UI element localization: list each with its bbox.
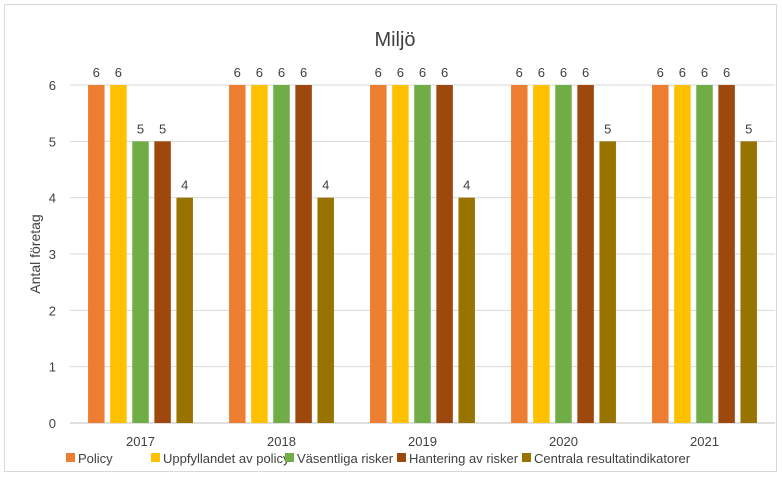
- data-label: 5: [137, 121, 144, 136]
- data-label: 6: [419, 65, 426, 80]
- data-labels: 6 65 546 6 6 646 6 6 646 6 6 656 6 6 65: [93, 65, 753, 193]
- y-tick-label: 3: [49, 247, 56, 262]
- x-axis-ticks: 2017 2018 2019 2020 2021: [126, 434, 719, 449]
- y-axis-ticks: 0 1 2 3 4 5 6: [49, 78, 56, 431]
- data-label: 6: [93, 65, 100, 80]
- bar: [436, 85, 453, 423]
- bar: [511, 85, 528, 423]
- bar: [154, 141, 171, 424]
- data-label: 6: [300, 65, 307, 80]
- bar: [88, 85, 105, 423]
- legend-label: Centrala resultatindikatorer: [534, 451, 691, 466]
- data-label: 6: [560, 65, 567, 80]
- bars: [88, 85, 757, 424]
- legend-swatch: [522, 453, 531, 462]
- legend-swatch: [285, 453, 294, 462]
- data-label: 5: [159, 121, 166, 136]
- bar: [740, 141, 757, 424]
- data-label: 6: [538, 65, 545, 80]
- data-label: 6: [234, 65, 241, 80]
- y-tick-label: 2: [49, 303, 56, 318]
- data-label: 6: [701, 65, 708, 80]
- data-label: 6: [723, 65, 730, 80]
- bar: [229, 85, 246, 423]
- data-label: 6: [679, 65, 686, 80]
- x-tick-label: 2020: [549, 434, 578, 449]
- x-tick-label: 2017: [126, 434, 155, 449]
- bar: [555, 85, 572, 423]
- y-tick-label: 5: [49, 134, 56, 149]
- data-label: 6: [278, 65, 285, 80]
- data-label: 6: [375, 65, 382, 80]
- legend-label: Väsentliga risker: [297, 451, 394, 466]
- bar: [273, 85, 290, 423]
- data-label: 6: [441, 65, 448, 80]
- data-label: 6: [256, 65, 263, 80]
- legend-label: Policy: [78, 451, 113, 466]
- x-tick-label: 2018: [267, 434, 296, 449]
- legend-swatch: [151, 453, 160, 462]
- x-tick-label: 2021: [690, 434, 719, 449]
- data-label: 6: [657, 65, 664, 80]
- bar: [392, 85, 409, 423]
- data-label: 6: [516, 65, 523, 80]
- bar: [674, 85, 691, 423]
- data-label: 4: [181, 178, 188, 193]
- data-label: 5: [604, 121, 611, 136]
- legend-label: Uppfyllandet av policy: [163, 451, 290, 466]
- bar: [718, 85, 735, 423]
- data-label: 6: [582, 65, 589, 80]
- bar: [295, 85, 312, 423]
- y-axis-title: Antal företag: [27, 214, 43, 293]
- data-label: 6: [115, 65, 122, 80]
- y-tick-label: 6: [49, 78, 56, 93]
- data-label: 5: [745, 121, 752, 136]
- bar: [251, 85, 268, 423]
- bar: [458, 197, 475, 423]
- y-tick-label: 1: [49, 360, 56, 375]
- bar: [176, 197, 193, 423]
- legend: Policy Uppfyllandet av policy Väsentliga r…: [66, 451, 691, 466]
- y-tick-label: 4: [49, 191, 56, 206]
- chart-title: Miljö: [374, 29, 415, 51]
- bar: [370, 85, 387, 423]
- bar: [414, 85, 431, 423]
- bar: [577, 85, 594, 423]
- data-label: 4: [463, 178, 470, 193]
- data-label: 6: [397, 65, 404, 80]
- bar: [533, 85, 550, 423]
- data-label: 4: [322, 178, 329, 193]
- bar: [317, 197, 334, 423]
- legend-label: Hantering av risker: [409, 451, 519, 466]
- bar: [132, 141, 149, 424]
- y-tick-label: 0: [49, 416, 56, 431]
- bar: [652, 85, 669, 423]
- bar: [110, 85, 127, 423]
- bar: [696, 85, 713, 423]
- legend-swatch: [66, 453, 75, 462]
- legend-swatch: [397, 453, 406, 462]
- x-tick-label: 2019: [408, 434, 437, 449]
- bar: [599, 141, 616, 424]
